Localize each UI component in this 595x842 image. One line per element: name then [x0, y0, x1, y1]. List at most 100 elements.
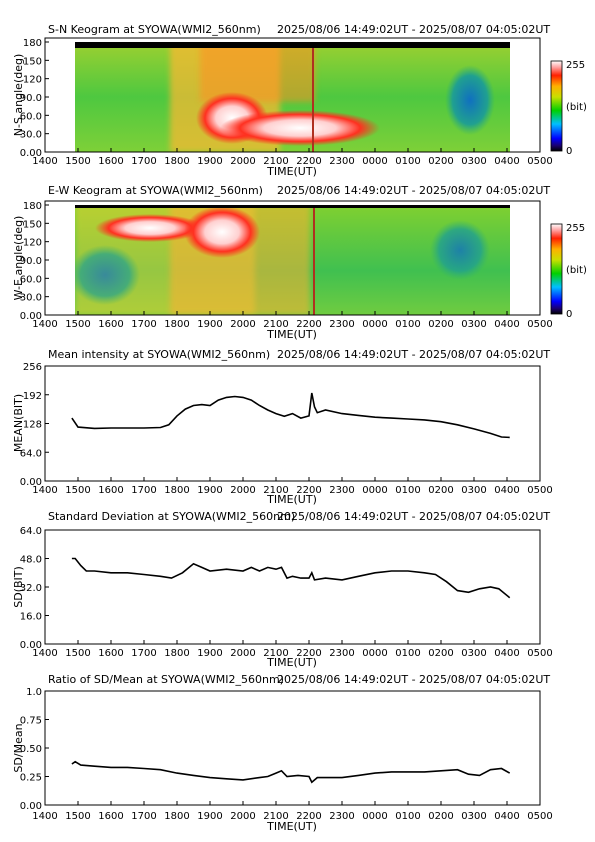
std-dev-ytick-label: 0.00 — [20, 640, 42, 651]
ratio-xtick-label: 0000 — [362, 811, 387, 822]
mean-intensity-xtick-label: 2100 — [263, 485, 288, 496]
std-dev-xtick-label: 0200 — [428, 648, 453, 659]
ratio-xtick-label: 1400 — [32, 811, 57, 822]
mean-intensity-xtick-label: 2200 — [296, 485, 321, 496]
ratio-xtick-label: 0200 — [428, 811, 453, 822]
ew-keogram-xtick-label: 0400 — [494, 319, 519, 330]
std-dev-range: 2025/08/06 14:49:02UT - 2025/08/07 04:05… — [277, 510, 550, 523]
ew-keogram-ylabel: W-E angle(deg) — [12, 216, 25, 301]
mean-intensity-xtick-label: 1800 — [164, 485, 189, 496]
sn-colorbar-unit-label: (bit) — [566, 102, 587, 113]
sn-keogram-xtick-label: 0000 — [362, 156, 387, 167]
std-dev-xtick-label: 1900 — [197, 648, 222, 659]
std-dev-frame — [44, 529, 541, 645]
ew-keogram-xtick-label: 0300 — [461, 319, 486, 330]
mean-intensity-frame — [44, 365, 541, 482]
std-dev-xtick-label: 2300 — [329, 648, 354, 659]
ratio-series-line — [71, 760, 511, 784]
ratio-xtick-label: 2200 — [296, 811, 321, 822]
ew-keogram-y-ticks: 0.00 30.0 60.0 90.0 120 150 180 — [20, 201, 49, 322]
std-dev-ytick-label: 48.0 — [20, 555, 42, 566]
mean-intensity-title: Mean intensity at SYOWA(WMI2_560nm) — [48, 348, 270, 361]
mean-intensity-ytick-label: 192 — [23, 391, 42, 402]
ew-keogram-xtick-label: 1800 — [164, 319, 189, 330]
sn-keogram-ytick-label: 30.0 — [20, 130, 42, 141]
sn-colorbar-min-label: 0 — [566, 146, 572, 157]
std-dev-ytick-label: 16.0 — [20, 612, 42, 623]
ew-keogram-ytick-label: 150 — [23, 219, 42, 230]
mean-intensity-xtick-label: 0000 — [362, 485, 387, 496]
sn-keogram-ytick-label: 90.0 — [20, 93, 42, 104]
ew-keogram-xtick-label: 0000 — [362, 319, 387, 330]
ew-keogram-range: 2025/08/06 14:49:02UT - 2025/08/07 04:05… — [277, 184, 550, 197]
sn-keogram-ytick-label: 60.0 — [20, 111, 42, 122]
ew-keogram-xtick-label: 1400 — [32, 319, 57, 330]
std-dev-xtick-label: 1800 — [164, 648, 189, 659]
sn-keogram-y-ticks: 0.00 30.0 60.0 90.0 120 150 180 — [20, 38, 49, 159]
sn-keogram-range: 2025/08/06 14:49:02UT - 2025/08/07 04:05… — [277, 23, 550, 36]
sn-keogram-xtick-label: 1600 — [98, 156, 123, 167]
mean-intensity-xtick-label: 0400 — [494, 485, 519, 496]
std-dev-series-line — [71, 557, 511, 599]
sn-keogram-title: S-N Keogram at SYOWA(WMI2_560nm) — [48, 23, 261, 36]
mean-intensity-xtick-label: 1500 — [65, 485, 90, 496]
ew-colorbar-min-label: 0 — [566, 309, 572, 320]
ew-keogram-xtick-label: 0200 — [428, 319, 453, 330]
sn-keogram-xtick-label: 1400 — [32, 156, 57, 167]
mean-intensity-xtick-label: 1900 — [197, 485, 222, 496]
ew-keogram-ytick-label: 30.0 — [20, 293, 42, 304]
std-dev-panel: Standard Deviation at SYOWA(WMI2_560nm) … — [12, 510, 553, 669]
mean-intensity-ytick-label: 256 — [23, 362, 42, 373]
std-dev-xtick-label: 1500 — [65, 648, 90, 659]
sn-keogram-xtick-label: 0300 — [461, 156, 486, 167]
sn-keogram-ytick-label: 120 — [23, 75, 42, 86]
std-dev-ylabel: SD(BIT) — [12, 566, 25, 608]
sn-keogram-frame — [44, 37, 541, 153]
sn-keogram-x-ticks: 1400 1500 1600 1700 1800 1900 2000 2100 2200 2300… — [32, 148, 553, 167]
ew-colorbar: 255 (bit) 0 — [550, 223, 587, 320]
ratio-range: 2025/08/06 14:49:02UT - 2025/08/07 04:05… — [277, 673, 550, 686]
ew-keogram-title: E-W Keogram at SYOWA(WMI2_560nm) — [48, 184, 263, 197]
mean-intensity-ytick-label: 128 — [23, 420, 42, 431]
std-dev-y-ticks: 0.00 16.0 32.0 48.0 64.0 — [20, 526, 49, 651]
std-dev-xtick-label: 1600 — [98, 648, 123, 659]
ew-keogram-xtick-label: 0500 — [527, 319, 552, 330]
ratio-ytick-label: 0.50 — [20, 744, 42, 755]
ew-colorbar-max-label: 255 — [566, 223, 585, 234]
std-dev-title: Standard Deviation at SYOWA(WMI2_560nm) — [48, 510, 295, 523]
sn-keogram-ytick-label: 150 — [23, 56, 42, 67]
ew-keogram-ytick-label: 60.0 — [20, 274, 42, 285]
sn-keogram-image — [75, 42, 510, 152]
ratio-ylabel: SD/Mean — [12, 723, 25, 772]
ratio-y-ticks: 0.00 0.25 0.50 0.75 1.0 — [20, 687, 49, 812]
std-dev-xtick-label: 2000 — [230, 648, 255, 659]
ratio-ytick-label: 0.75 — [20, 716, 42, 727]
sn-keogram-xtick-label: 0100 — [395, 156, 420, 167]
mean-intensity-ytick-label: 0.00 — [20, 477, 42, 488]
mean-intensity-xtick-label: 2300 — [329, 485, 354, 496]
ratio-ytick-label: 1.0 — [26, 687, 42, 698]
std-dev-ytick-label: 64.0 — [20, 526, 42, 537]
ew-keogram-xtick-label: 0100 — [395, 319, 420, 330]
ew-keogram-xtick-label: 2000 — [230, 319, 255, 330]
sn-colorbar: 255 (bit) 0 — [550, 60, 587, 157]
ratio-xtick-label: 1800 — [164, 811, 189, 822]
std-dev-xtick-label: 2100 — [263, 648, 288, 659]
mean-intensity-xtick-label: 1600 — [98, 485, 123, 496]
mean-intensity-xtick-label: 1400 — [32, 485, 57, 496]
mean-intensity-xtick-label: 0500 — [527, 485, 552, 496]
ew-keogram-frame — [44, 200, 541, 316]
ew-keogram-ytick-label: 90.0 — [20, 256, 42, 267]
std-dev-xtick-label: 0100 — [395, 648, 420, 659]
sn-keogram-ytick-label: 0.00 — [20, 148, 42, 159]
mean-intensity-y-ticks: 0.00 64.0 128 192 256 — [20, 362, 49, 488]
mean-intensity-xtick-label: 0200 — [428, 485, 453, 496]
sn-keogram-xtick-label: 2100 — [263, 156, 288, 167]
ratio-ytick-label: 0.00 — [20, 801, 42, 812]
std-dev-xtick-label: 0000 — [362, 648, 387, 659]
sn-keogram-ytick-label: 180 — [23, 38, 42, 49]
ratio-xtick-label: 0500 — [527, 811, 552, 822]
std-dev-xlabel: TIME(UT) — [266, 656, 317, 669]
mean-intensity-ylabel: MEAN(BIT) — [12, 394, 25, 452]
ratio-xtick-label: 2000 — [230, 811, 255, 822]
